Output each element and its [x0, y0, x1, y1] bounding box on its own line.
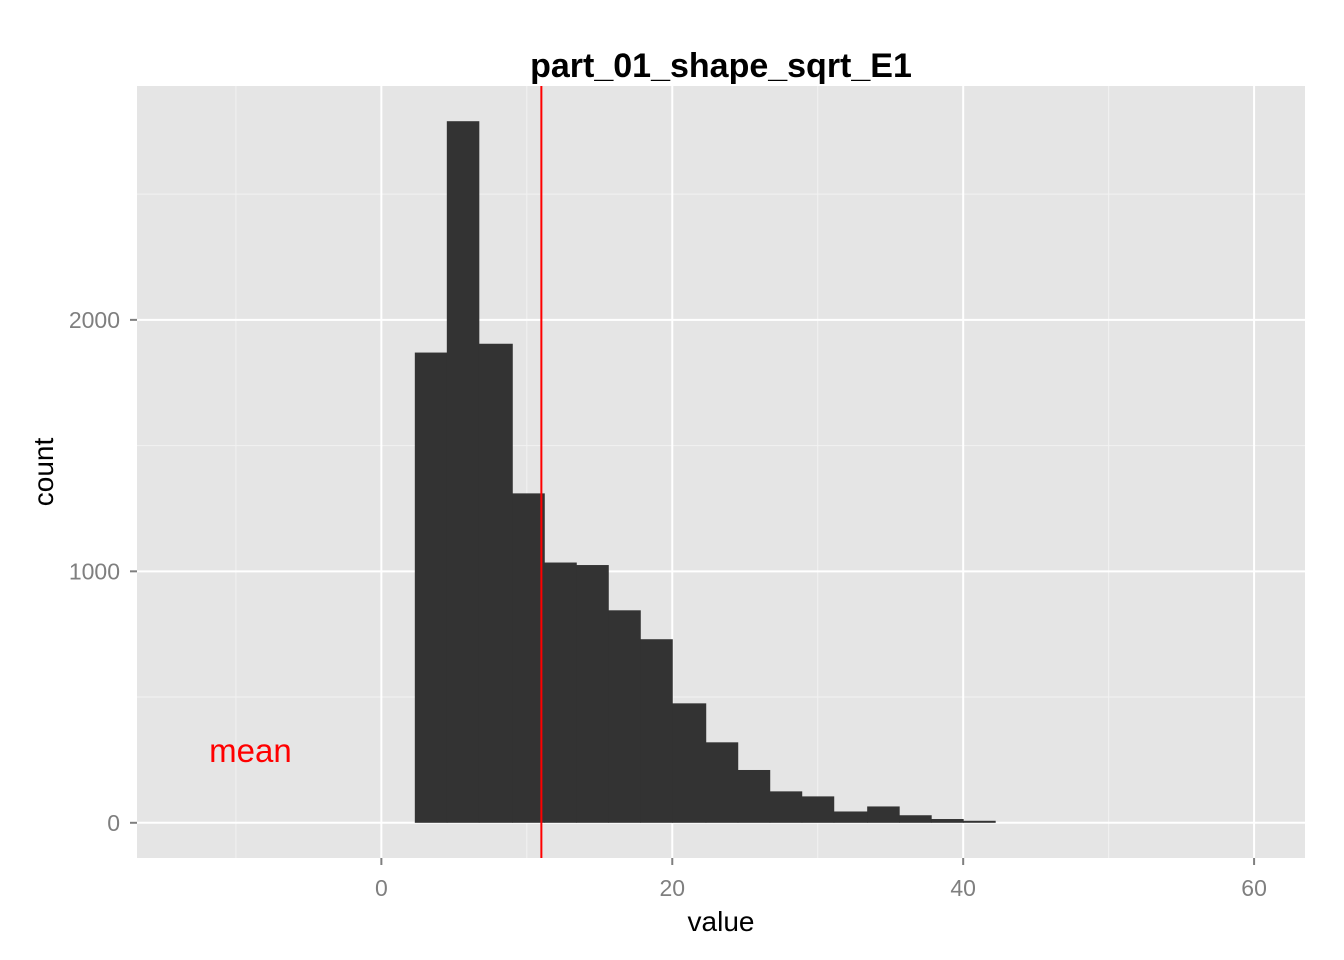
- y-axis-ticks: 0 1000 2000: [69, 307, 137, 836]
- histogram-bar: [833, 811, 868, 823]
- y-tick-label: 2000: [69, 307, 120, 333]
- histogram-bar: [478, 343, 513, 823]
- histogram-bars: [414, 121, 996, 823]
- histogram-bar: [414, 352, 448, 823]
- x-tick-label: 20: [659, 875, 685, 901]
- x-tick-label: 60: [1241, 875, 1267, 901]
- histogram-bar: [512, 493, 545, 823]
- histogram-bar: [931, 819, 964, 823]
- histogram-bar: [446, 121, 480, 823]
- histogram-bar: [640, 639, 673, 823]
- histogram-bar: [899, 815, 932, 823]
- y-axis-label: count: [28, 438, 59, 507]
- y-tick-label: 1000: [69, 558, 120, 584]
- y-tick-label: 0: [107, 810, 120, 836]
- histogram-bar: [801, 796, 835, 823]
- histogram-bar: [576, 565, 609, 823]
- histogram-bar: [769, 791, 803, 823]
- x-tick-label: 40: [950, 875, 976, 901]
- grid-minor: [137, 86, 1305, 858]
- histogram-bar: [544, 562, 577, 823]
- x-tick-label: 0: [375, 875, 388, 901]
- x-axis-label: value: [688, 906, 755, 937]
- histogram-bar: [608, 610, 641, 823]
- histogram-bar: [867, 806, 900, 823]
- grid-major: [137, 86, 1305, 858]
- histogram-bar: [672, 703, 707, 823]
- chart-title: part_01_shape_sqrt_E1: [530, 47, 912, 85]
- mean-annotation: mean: [209, 732, 292, 769]
- histogram-bar: [705, 742, 739, 823]
- histogram-bar: [963, 820, 996, 823]
- x-axis-ticks: 0 20 40 60: [375, 858, 1267, 901]
- plot-panel: [137, 86, 1305, 858]
- histogram-bar: [737, 769, 771, 823]
